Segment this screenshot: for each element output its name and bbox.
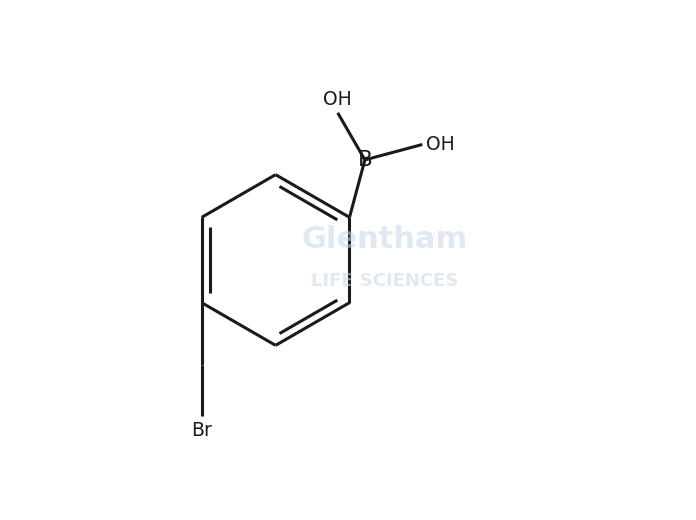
- Text: OH: OH: [427, 135, 455, 154]
- Text: Glentham: Glentham: [301, 225, 467, 254]
- Text: OH: OH: [324, 90, 352, 109]
- Text: Br: Br: [191, 421, 212, 439]
- Text: LIFE SCIENCES: LIFE SCIENCES: [310, 271, 458, 290]
- Text: B: B: [358, 150, 372, 170]
